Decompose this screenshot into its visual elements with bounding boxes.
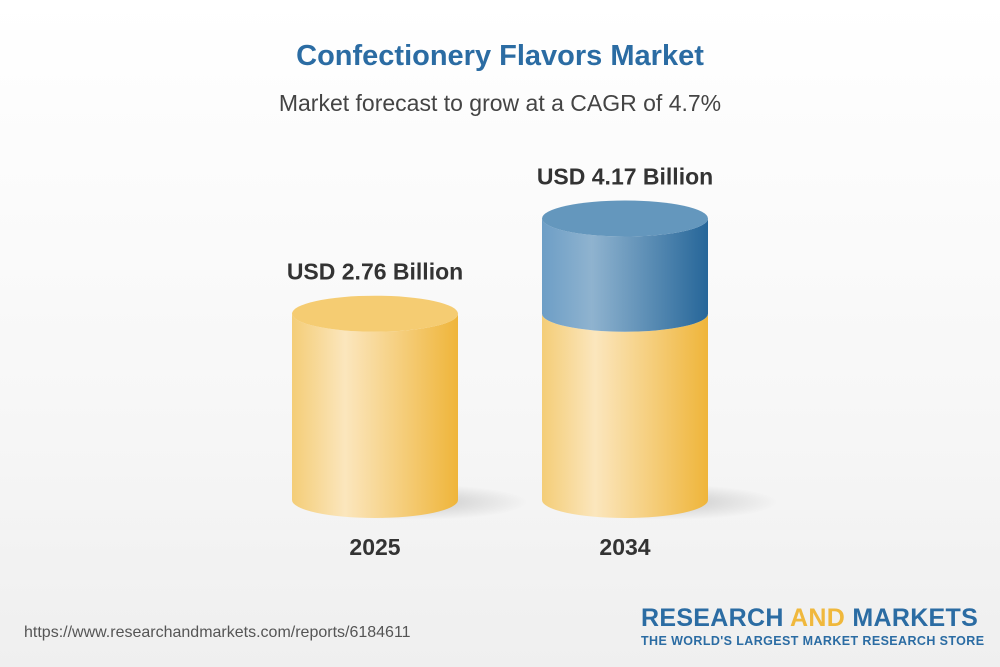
data-label: USD 4.17 Billion bbox=[537, 164, 713, 190]
chart-subtitle: Market forecast to grow at a CAGR of 4.7… bbox=[278, 90, 722, 116]
x-tick-label: 2025 bbox=[349, 534, 400, 560]
cylinder-top bbox=[292, 295, 458, 332]
cylinder-growth-segment bbox=[542, 218, 708, 332]
cylinder-base-segment bbox=[292, 313, 458, 518]
chart-title: Confectionery Flavors Market bbox=[296, 40, 704, 72]
research-and-markets-logo: RESEARCH AND MARKETS THE WORLD'S LARGEST… bbox=[641, 604, 985, 648]
data-label: USD 2.76 Billion bbox=[287, 259, 463, 285]
report-url[interactable]: https://www.researchandmarkets.com/repor… bbox=[24, 624, 411, 641]
cylinder-top bbox=[542, 200, 708, 237]
cylinder-base-segment bbox=[542, 313, 708, 518]
x-tick-label: 2034 bbox=[599, 534, 650, 560]
